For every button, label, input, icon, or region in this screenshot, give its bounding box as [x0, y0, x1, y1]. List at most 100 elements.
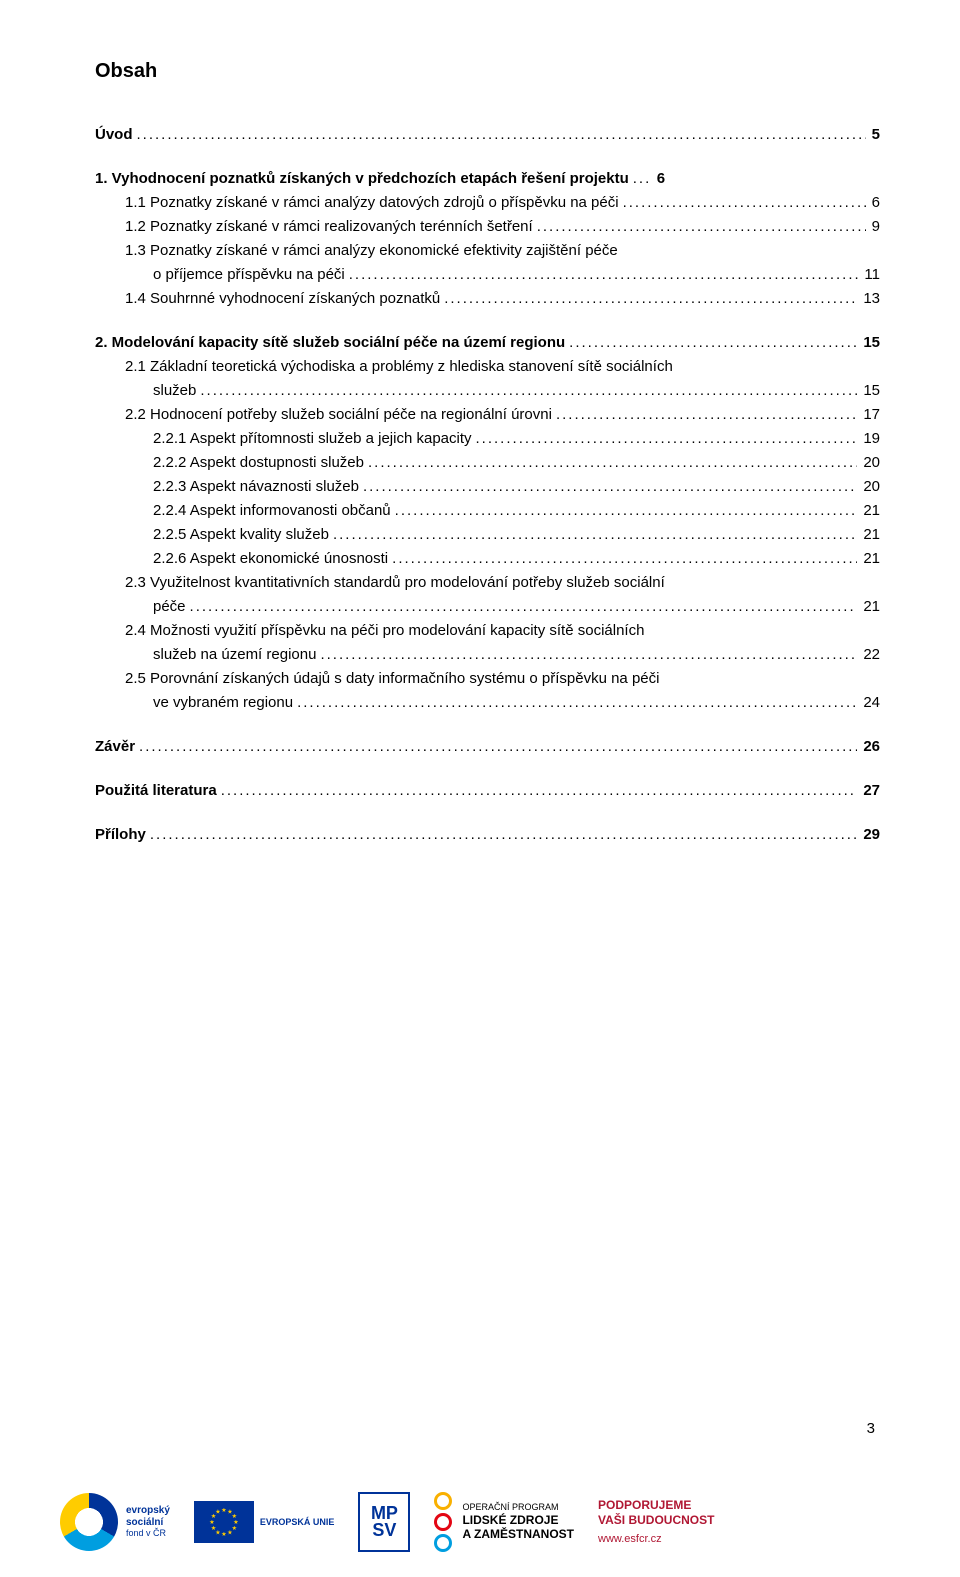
toc-entry: 2. Modelování kapacity sítě služeb sociá…: [95, 331, 880, 355]
toc-label: 2.2.6 Aspekt ekonomické únosnosti: [153, 547, 388, 571]
toc-leader-dots: [476, 427, 858, 451]
toc-entry: 2.2.4 Aspekt informovanosti občanů 21: [95, 499, 880, 523]
toc-leader-dots: [368, 451, 857, 475]
toc-entry-continuation: služeb 15: [95, 379, 880, 403]
toc-entry: 1.3 Poznatky získané v rámci analýzy eko…: [95, 239, 880, 263]
podpor-url: www.esfcr.cz: [598, 1532, 714, 1546]
document-page: Obsah Úvod5 1. Vyhodnocení poznatků získa…: [0, 0, 960, 1577]
toc-label: 1.4 Souhrnné vyhodnocení získaných pozna…: [125, 287, 440, 311]
toc-entry: Úvod5: [95, 123, 880, 147]
toc-label: 2.4 Možnosti využití příspěvku na péči p…: [125, 619, 644, 643]
toc-leader-dots: [633, 167, 651, 191]
toc-label: péče: [153, 595, 186, 619]
toc-page: 15: [861, 331, 880, 355]
toc-label: 1. Vyhodnocení poznatků získaných v před…: [95, 167, 629, 191]
table-of-contents: Úvod5 1. Vyhodnocení poznatků získaných v…: [95, 123, 880, 847]
mpsv-logo: MP SV: [358, 1492, 410, 1552]
toc-label: 2.2.2 Aspekt dostupnosti služeb: [153, 451, 364, 475]
podpor-l1: PODPORUJEME: [598, 1498, 691, 1512]
esf-line1: evropský: [126, 1505, 170, 1516]
toc-label: 2.2 Hodnocení potřeby služeb sociální pé…: [125, 403, 552, 427]
toc-entry-continuation: služeb na území regionu 22: [95, 643, 880, 667]
toc-leader-dots: [320, 643, 857, 667]
toc-label: Úvod: [95, 123, 133, 147]
toc-leader-dots: [297, 691, 857, 715]
toc-label: Závěr: [95, 735, 135, 759]
toc-label: Přílohy: [95, 823, 146, 847]
toc-leader-dots: [392, 547, 857, 571]
toc-entry-continuation: péče 21: [95, 595, 880, 619]
toc-label: 2.5 Porovnání získaných údajů s daty inf…: [125, 667, 659, 691]
toc-leader-dots: [537, 215, 866, 239]
toc-page: 19: [861, 427, 880, 451]
toc-entry: 2.1 Základní teoretická východiska a pro…: [95, 355, 880, 379]
toc-leader-dots: [139, 735, 857, 759]
toc-leader-dots: [200, 379, 857, 403]
page-number: 3: [867, 1420, 875, 1437]
toc-page: 13: [861, 287, 880, 311]
toc-label: 2. Modelování kapacity sítě služeb sociá…: [95, 331, 565, 355]
toc-label: 1.3 Poznatky získané v rámci analýzy eko…: [125, 239, 618, 263]
toc-leader-dots: [395, 499, 858, 523]
esf-swirl-icon: [60, 1493, 118, 1551]
toc-leader-dots: [363, 475, 857, 499]
toc-label: 2.2.3 Aspekt návaznosti služeb: [153, 475, 359, 499]
toc-page: 27: [861, 779, 880, 803]
toc-leader-dots: [333, 523, 857, 547]
toc-entry: 1.4 Souhrnné vyhodnocení získaných pozna…: [95, 287, 880, 311]
toc-label: o příjemce příspěvku na péči: [153, 263, 345, 287]
esf-logo: evropský sociální fond v ČR: [60, 1493, 170, 1551]
toc-label: služeb: [153, 379, 196, 403]
toc-page: 6: [870, 191, 880, 215]
toc-page: 17: [861, 403, 880, 427]
eu-flag-icon: [194, 1501, 254, 1543]
toc-page: 15: [861, 379, 880, 403]
toc-label: 1.2 Poznatky získané v rámci realizovaný…: [125, 215, 533, 239]
esf-line3: fond v ČR: [126, 1528, 170, 1538]
toc-leader-dots: [221, 779, 858, 803]
toc-label: Použitá literatura: [95, 779, 217, 803]
toc-entry: Použitá literatura 27: [95, 779, 880, 803]
mpsv-l2: SV: [372, 1522, 396, 1539]
toc-label: 2.2.4 Aspekt informovanosti občanů: [153, 499, 391, 523]
toc-label: 2.2.1 Aspekt přítomnosti služeb a jejich…: [153, 427, 472, 451]
toc-leader-dots: [569, 331, 857, 355]
toc-page: 21: [861, 547, 880, 571]
toc-entry: 2.2.6 Aspekt ekonomické únosnosti 21: [95, 547, 880, 571]
toc-entry: 1.1 Poznatky získané v rámci analýzy dat…: [95, 191, 880, 215]
toc-leader-dots: [444, 287, 857, 311]
toc-entry: 2.4 Možnosti využití příspěvku na péči p…: [95, 619, 880, 643]
toc-label: 2.3 Využitelnost kvantitativních standar…: [125, 571, 665, 595]
toc-leader-dots: [349, 263, 859, 287]
toc-leader-dots: [150, 823, 857, 847]
toc-label: 2.2.5 Aspekt kvality služeb: [153, 523, 329, 547]
page-title: Obsah: [95, 60, 880, 83]
toc-page: 6: [655, 167, 665, 191]
toc-label: 2.1 Základní teoretická východiska a pro…: [125, 355, 673, 379]
esf-text: evropský sociální fond v ČR: [126, 1505, 170, 1538]
toc-entry-continuation: ve vybraném regionu24: [95, 691, 880, 715]
oplzz-rings-icon: [434, 1492, 452, 1552]
toc-entry: 2.2.3 Aspekt návaznosti služeb20: [95, 475, 880, 499]
toc-entry-continuation: o příjemce příspěvku na péči11: [95, 263, 880, 287]
toc-leader-dots: [623, 191, 866, 215]
oplzz-l2: A ZAMĚSTNANOST: [462, 1527, 574, 1541]
toc-entry: 2.2.2 Aspekt dostupnosti služeb20: [95, 451, 880, 475]
esf-line2: sociální: [126, 1517, 163, 1528]
toc-label: ve vybraném regionu: [153, 691, 293, 715]
toc-entry: 2.5 Porovnání získaných údajů s daty inf…: [95, 667, 880, 691]
toc-entry: Přílohy29: [95, 823, 880, 847]
toc-leader-dots: [190, 595, 858, 619]
toc-page: 21: [861, 595, 880, 619]
toc-page: 22: [861, 643, 880, 667]
oplzz-text: OPERAČNÍ PROGRAM LIDSKÉ ZDROJE A ZAMĚSTN…: [462, 1502, 574, 1542]
toc-label: služeb na území regionu: [153, 643, 316, 667]
eu-label: EVROPSKÁ UNIE: [260, 1517, 335, 1527]
toc-entry: 2.3 Využitelnost kvantitativních standar…: [95, 571, 880, 595]
oplzz-logo: OPERAČNÍ PROGRAM LIDSKÉ ZDROJE A ZAMĚSTN…: [434, 1492, 574, 1552]
toc-entry: 2.2.1 Aspekt přítomnosti služeb a jejich…: [95, 427, 880, 451]
toc-entry: Závěr26: [95, 735, 880, 759]
toc-entry: 1. Vyhodnocení poznatků získaných v před…: [95, 167, 880, 191]
toc-entry: 1.2 Poznatky získané v rámci realizovaný…: [95, 215, 880, 239]
toc-page: 21: [861, 499, 880, 523]
